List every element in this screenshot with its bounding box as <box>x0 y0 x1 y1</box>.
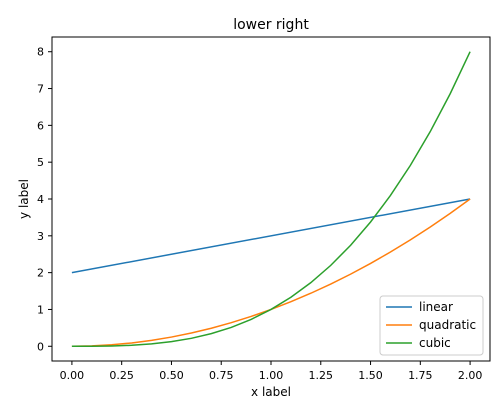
chart-title: lower right <box>233 17 309 33</box>
y-tick-label: 1 <box>37 303 44 316</box>
y-tick-label: 4 <box>37 193 44 206</box>
x-tick-label: 0.25 <box>109 369 134 382</box>
legend-label-quadratic: quadratic <box>419 318 476 332</box>
y-tick-label: 6 <box>37 119 44 132</box>
series-line-cubic <box>71 51 471 348</box>
plot-area <box>71 51 471 348</box>
x-tick-label: 0.00 <box>60 369 85 382</box>
y-axis: 0 1 2 3 4 5 6 7 8 <box>37 46 52 353</box>
legend: linear quadratic cubic <box>379 295 484 356</box>
y-tick-label: 5 <box>37 156 44 169</box>
x-axis-label: x label <box>251 385 291 399</box>
y-tick-label: 8 <box>37 46 44 59</box>
y-tick-label: 3 <box>37 230 44 243</box>
y-tick-label: 0 <box>37 340 44 353</box>
x-tick-label: 0.75 <box>209 369 234 382</box>
x-tick-label: 0.50 <box>159 369 184 382</box>
y-tick-label: 2 <box>37 267 44 280</box>
x-tick-label: 1.25 <box>309 369 334 382</box>
x-tick-label: 1.00 <box>259 369 284 382</box>
x-tick-label: 1.50 <box>358 369 383 382</box>
y-axis-label: y label <box>17 179 31 219</box>
x-tick-label: 2.00 <box>458 369 483 382</box>
x-axis: 0.00 0.25 0.50 0.75 1.00 1.25 1.50 1.75 2.00 <box>60 361 483 382</box>
legend-frame <box>379 295 484 356</box>
series-line-linear <box>71 198 471 274</box>
legend-label-cubic: cubic <box>419 336 451 350</box>
x-tick-label: 1.75 <box>408 369 433 382</box>
legend-label-linear: linear <box>419 300 453 314</box>
y-tick-label: 7 <box>37 83 44 96</box>
